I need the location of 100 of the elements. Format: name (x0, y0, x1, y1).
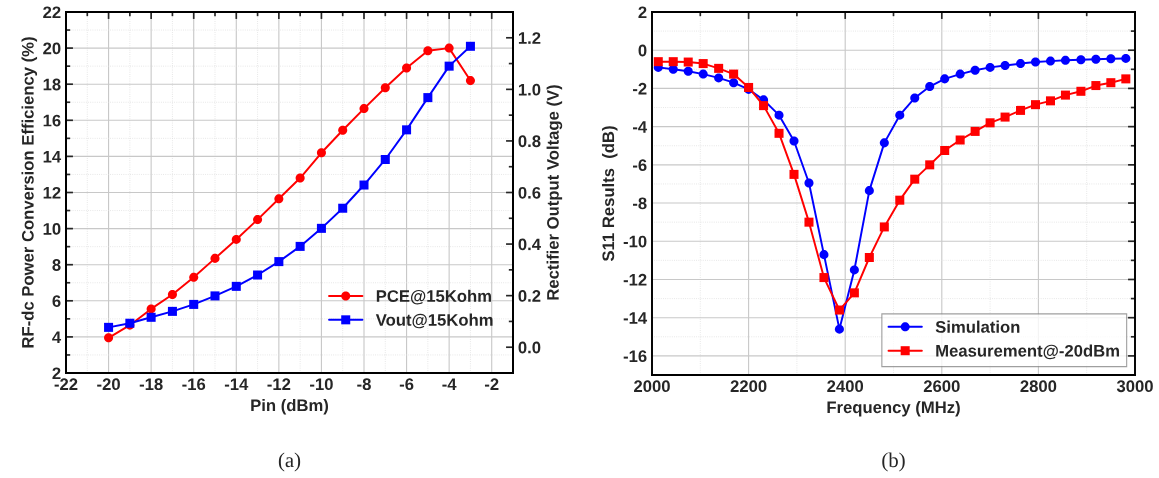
x-tick-label: 2400 (827, 380, 864, 393)
point (1000, 60, 1010, 71)
point (668, 57, 678, 67)
y-tick-label: -16 (623, 350, 647, 363)
point (1030, 100, 1041, 110)
point (1121, 53, 1131, 63)
point (1106, 54, 1116, 64)
x-tick-label: -18 (139, 378, 163, 391)
point (1000, 112, 1010, 122)
point (970, 65, 980, 75)
point (683, 66, 693, 76)
point (834, 324, 844, 334)
point (253, 270, 263, 280)
point (849, 265, 859, 275)
y-tick-label: 12 (43, 186, 61, 199)
point (1016, 59, 1026, 69)
point (789, 169, 799, 179)
y-tick-label: -8 (632, 197, 647, 210)
point (940, 74, 950, 84)
point (714, 73, 724, 83)
y2-tick-label: 0.8 (518, 135, 541, 148)
point (210, 253, 220, 263)
point (653, 57, 663, 67)
y-tick-label: -10 (623, 235, 647, 248)
point (104, 333, 114, 343)
point (759, 101, 769, 111)
x-tick-label: 3000 (1116, 380, 1153, 393)
point (804, 217, 814, 227)
point (698, 69, 708, 79)
x-tick-label: -10 (310, 378, 333, 391)
point (359, 104, 369, 114)
y2-axis-title: Rectifier Output Voltage (V) (546, 85, 563, 300)
point (189, 272, 199, 282)
point (104, 322, 114, 332)
point (1121, 74, 1131, 84)
point (231, 234, 241, 244)
point (925, 160, 935, 170)
y-tick-label: 22 (43, 6, 61, 19)
y-tick-label: 0 (638, 44, 647, 57)
x-tick-label: -4 (442, 378, 457, 390)
y-tick-label: -6 (632, 159, 647, 172)
point (804, 178, 814, 188)
point (683, 57, 693, 67)
x-axis-title: Pin (dBm) (251, 398, 329, 415)
point (231, 281, 241, 291)
x-tick-label: 2600 (923, 380, 960, 393)
point (167, 306, 177, 316)
point (834, 305, 844, 315)
point (1030, 57, 1041, 67)
text: (b) (882, 452, 905, 472)
point (895, 195, 905, 205)
point (729, 69, 739, 79)
y-tick-label: -2 (632, 82, 647, 95)
x-tick-label: -22 (54, 378, 78, 390)
point (985, 62, 995, 72)
y2-tick-label: 1.0 (518, 83, 541, 96)
point (402, 125, 412, 135)
x-tick-label: -14 (224, 378, 249, 390)
point (864, 252, 874, 263)
point (146, 312, 156, 322)
point (910, 93, 920, 103)
point (423, 46, 433, 56)
point (940, 146, 950, 156)
text: (a) (278, 452, 301, 472)
point (1060, 55, 1070, 65)
point (729, 78, 739, 88)
point (210, 291, 220, 301)
legend-label: Measurement@-20dBm (936, 344, 1119, 360)
legend-label: Simulation (935, 320, 1020, 333)
y2-tick-label: 1.2 (518, 32, 541, 44)
point (1045, 56, 1055, 66)
point (380, 83, 390, 93)
point (380, 154, 390, 165)
y-tick-label: -4 (632, 121, 648, 133)
legend-label: PCE@15Kohm (376, 289, 491, 305)
point (955, 69, 965, 79)
point (1091, 81, 1101, 91)
y-axis-title: S11 Results (dB) (601, 126, 618, 262)
y-tick-label: 8 (52, 259, 61, 271)
point (274, 257, 284, 267)
y-tick-label: 16 (43, 114, 61, 127)
y-tick-label: 18 (43, 78, 61, 91)
point (925, 82, 935, 92)
point (955, 135, 965, 145)
point (444, 61, 454, 71)
y-tick-label: 10 (43, 223, 61, 235)
x-tick-label: -16 (182, 378, 206, 391)
point (274, 194, 284, 204)
point (789, 136, 799, 146)
point (774, 110, 784, 120)
point (402, 63, 412, 73)
point (819, 273, 829, 283)
y-axis-title: RF-dc Power Conversion Efficiency (%) (21, 37, 38, 348)
point (1016, 105, 1026, 115)
x-tick-label: 2200 (730, 380, 767, 393)
point (444, 43, 454, 53)
x-tick-label: -12 (267, 378, 291, 390)
point (465, 76, 475, 86)
point (465, 41, 475, 51)
point (849, 288, 859, 298)
